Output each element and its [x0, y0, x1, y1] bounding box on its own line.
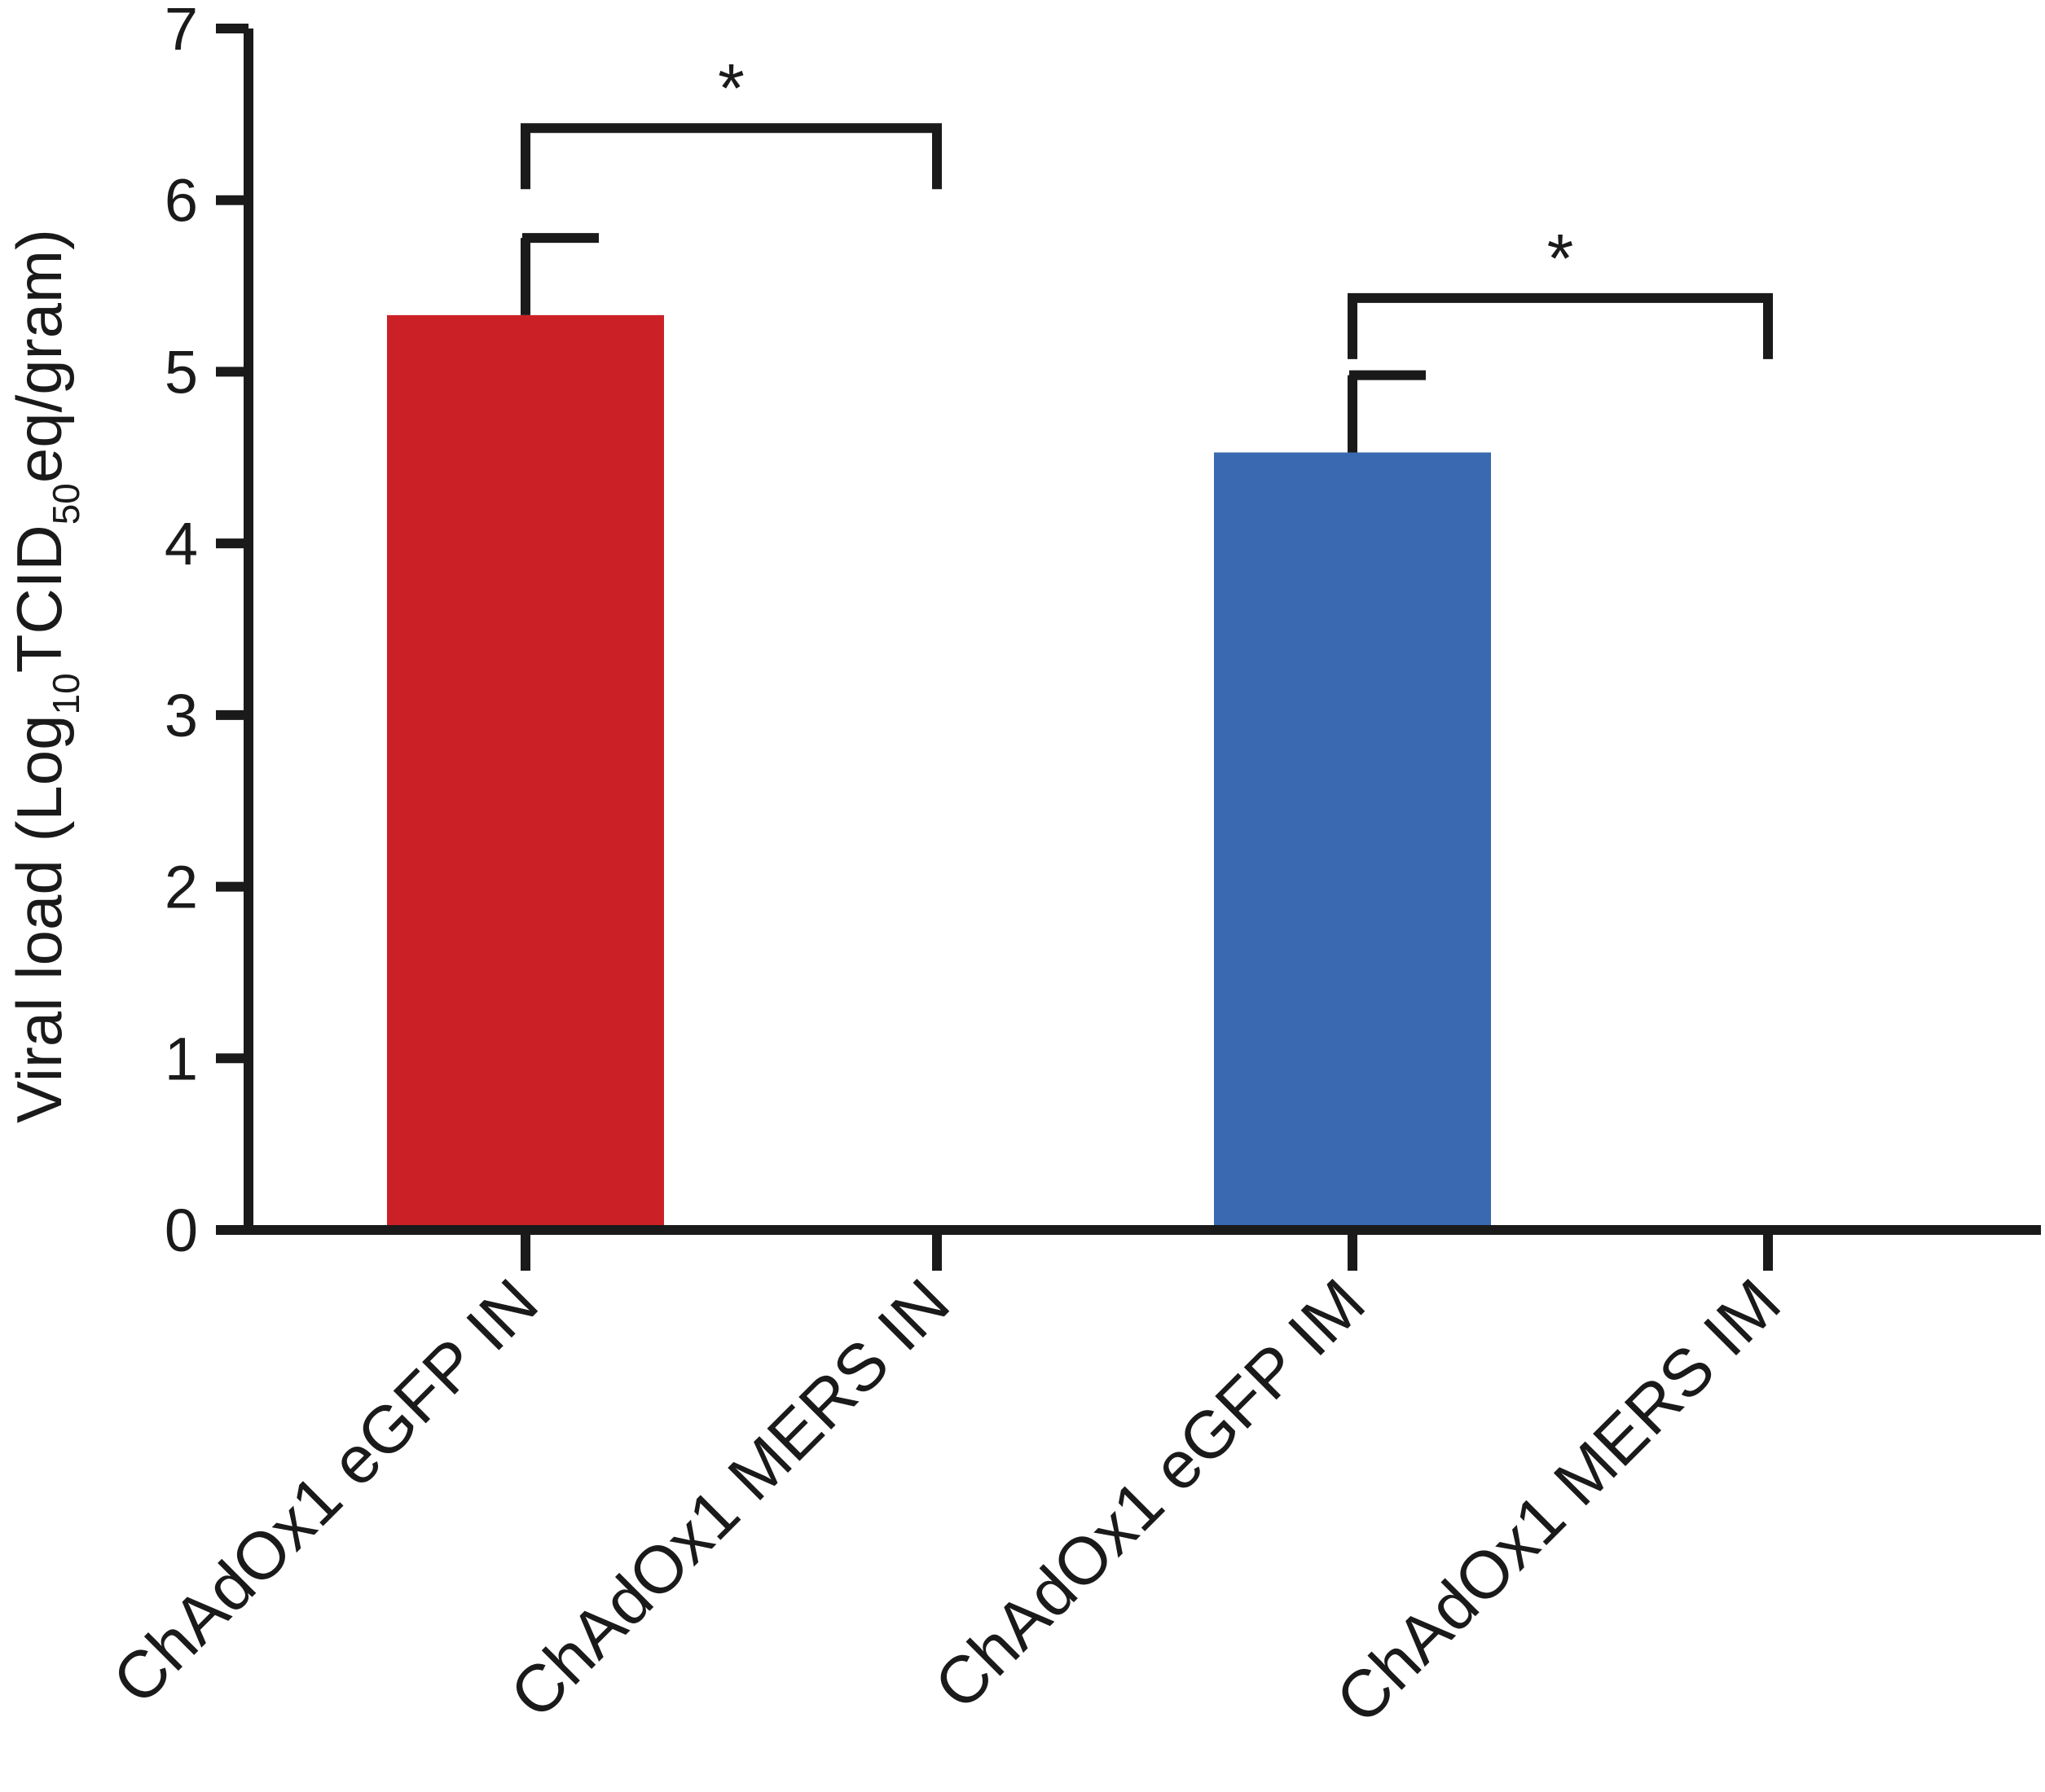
y-tick-label-1: 1: [165, 1025, 198, 1092]
significance-label-0: *: [718, 50, 745, 126]
y-tick-label-3: 3: [165, 682, 198, 749]
significance-bracket-1: [1348, 292, 1773, 359]
y-axis-label-sub2: 50: [45, 483, 87, 525]
x-tick-label-3: ChAdOx1 MERS IM: [1322, 1265, 1795, 1737]
y-tick-label-4: 4: [165, 510, 198, 578]
y-axis-label-suffix: eq/gram): [3, 229, 75, 483]
significance-label-1: *: [1547, 220, 1574, 296]
y-tick-label-2: 2: [165, 854, 198, 921]
y-axis-label: Viral load (Log10TCID50eq/gram): [3, 229, 87, 1123]
x-tick-label-1: ChAdOx1 MERS IN: [496, 1265, 963, 1732]
bar-0: [387, 314, 664, 1231]
x-tick-label-2: ChAdOx1 eGFP IM: [921, 1265, 1379, 1724]
y-tick-label-6: 6: [165, 167, 198, 235]
y-tick-label-7: 7: [165, 0, 198, 63]
x-tick-label-0: ChAdOx1 eGFP IN: [99, 1265, 552, 1718]
y-axis-label-mid: TCID: [3, 525, 75, 673]
significance-bracket-0: [521, 123, 942, 190]
y-axis-label-prefix: Viral load (Log: [3, 714, 75, 1123]
bar-2: [1214, 452, 1491, 1230]
y-axis-label-sub1: 10: [45, 673, 87, 714]
y-tick-label-5: 5: [165, 338, 198, 406]
y-tick-label-0: 0: [165, 1197, 198, 1264]
